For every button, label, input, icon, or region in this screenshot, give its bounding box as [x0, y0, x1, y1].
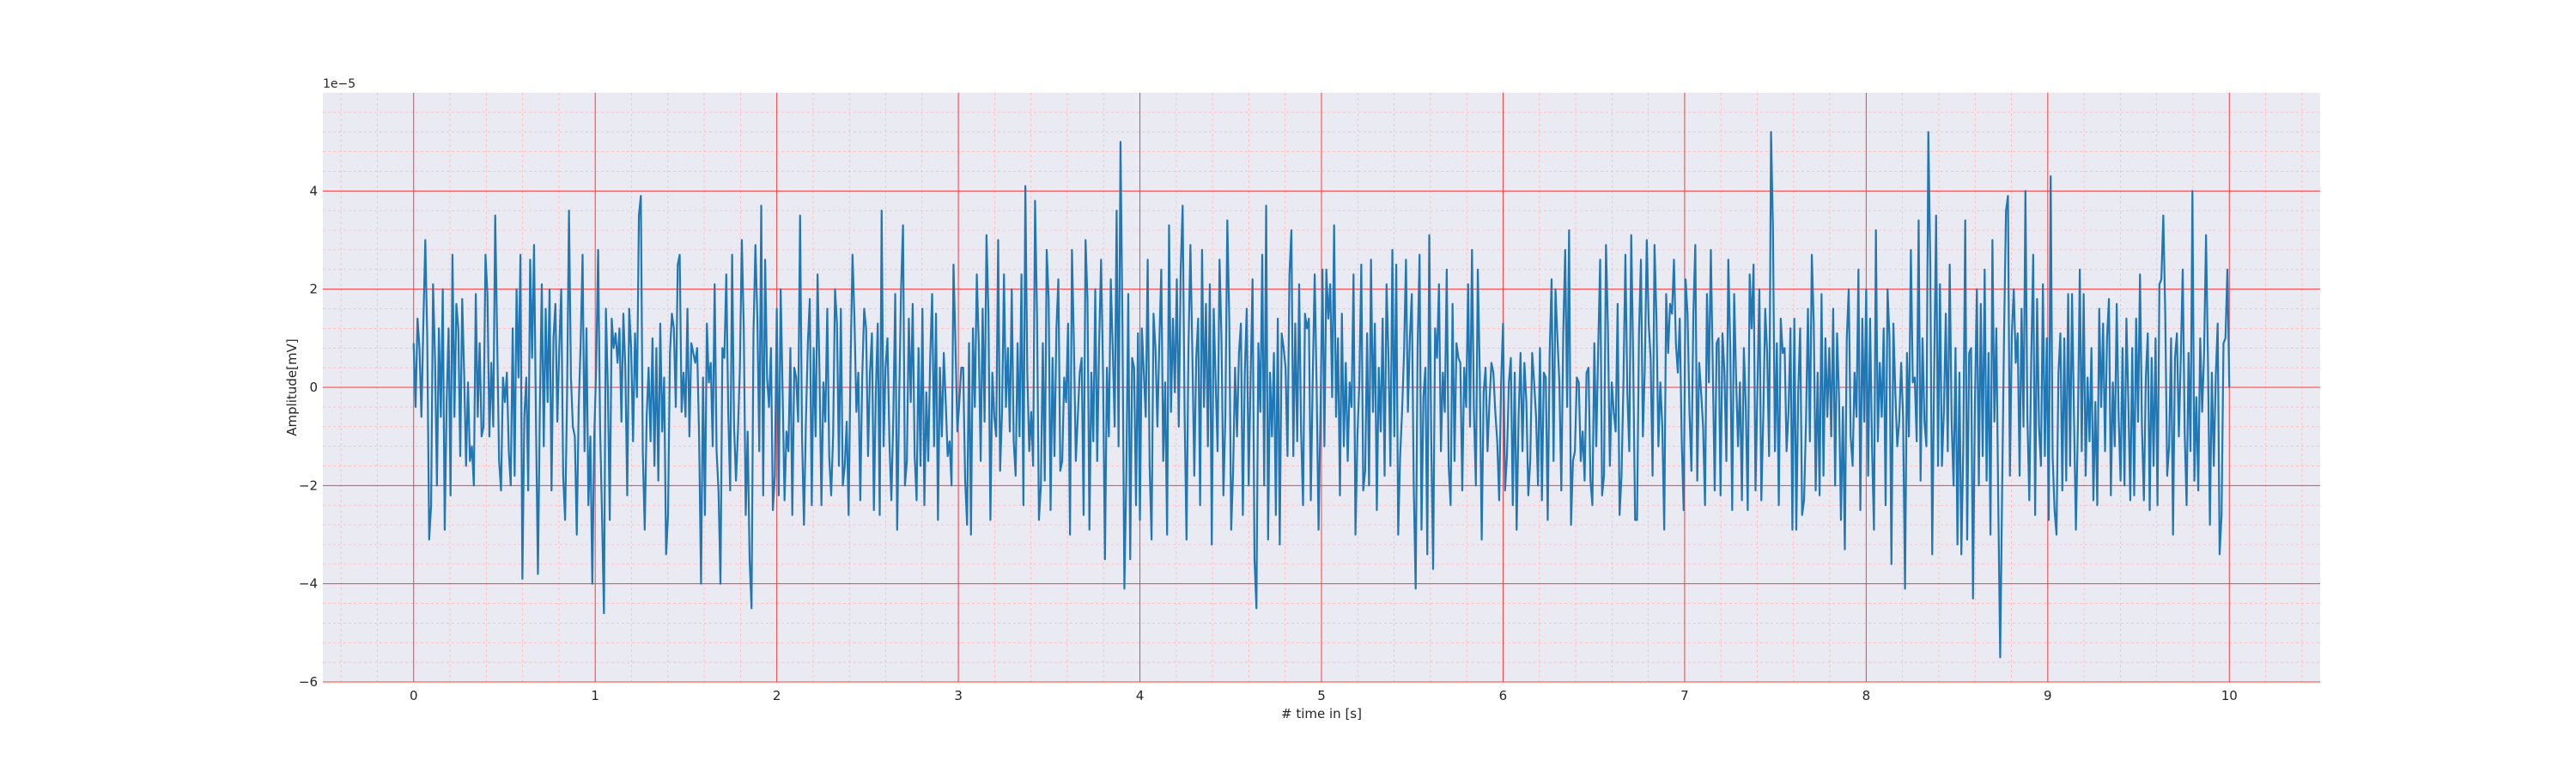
- x-tick-label: 5: [1317, 688, 1326, 703]
- x-tick-label: 1: [591, 688, 599, 703]
- y-tick-label: −2: [299, 478, 318, 493]
- major-grid: [323, 93, 2320, 683]
- series-line: [412, 131, 2231, 659]
- x-tick-label: 2: [773, 688, 781, 703]
- x-tick-label: 10: [2221, 688, 2238, 703]
- y-tick-label: 4: [309, 183, 318, 198]
- series-layer: [412, 131, 2231, 659]
- y-offset-label: 1e−5: [323, 77, 355, 91]
- x-tick-labels: 0 1 2 3 4 5 6 7 8 9 10: [410, 688, 2238, 703]
- x-tick-label: 9: [2044, 688, 2052, 703]
- y-tick-label: 2: [309, 282, 318, 297]
- x-tick-label: 6: [1499, 688, 1508, 703]
- y-tick-label: 0: [309, 380, 318, 395]
- y-axis-label: Amplitude[mV]: [284, 338, 300, 435]
- x-tick-label: 4: [1136, 688, 1145, 703]
- x-tick-label: 8: [1862, 688, 1871, 703]
- x-tick-label: 7: [1680, 688, 1689, 703]
- x-tick-label: 0: [410, 688, 418, 703]
- x-axis-label: # time in [s]: [1281, 706, 1362, 721]
- x-tick-label: 3: [954, 688, 963, 703]
- y-tick-label: −4: [299, 576, 318, 592]
- y-tick-label: −6: [299, 674, 318, 690]
- y-tick-labels: −6 −4 −2 0 2 4: [299, 183, 318, 690]
